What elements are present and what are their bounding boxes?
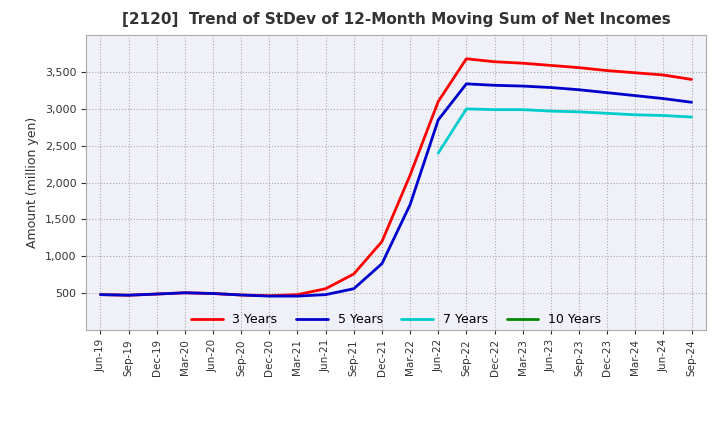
Line: 7 Years: 7 Years [438,109,691,153]
3 Years [518,61,527,66]
7 Years [687,114,696,120]
3 Years [293,292,302,297]
3 Years [153,291,161,297]
3 Years [377,239,386,244]
5 Years [434,117,443,123]
7 Years [490,107,499,112]
Y-axis label: Amount (million yen): Amount (million yen) [27,117,40,248]
Line: 3 Years: 3 Years [101,59,691,296]
5 Years [603,90,611,95]
3 Years [349,271,358,277]
5 Years [490,83,499,88]
Title: [2120]  Trend of StDev of 12-Month Moving Sum of Net Incomes: [2120] Trend of StDev of 12-Month Moving… [122,12,670,27]
3 Years [237,292,246,297]
3 Years [462,56,471,62]
5 Years [181,290,189,295]
7 Years [518,107,527,112]
3 Years [209,291,217,296]
5 Years [265,293,274,299]
Line: 5 Years: 5 Years [101,84,691,296]
3 Years [96,292,105,297]
5 Years [406,202,415,207]
5 Years [96,292,105,297]
5 Years [518,84,527,89]
5 Years [575,87,583,92]
7 Years [603,111,611,116]
3 Years [631,70,639,75]
5 Years [125,293,133,298]
5 Years [659,96,667,101]
7 Years [434,150,443,156]
Legend: 3 Years, 5 Years, 7 Years, 10 Years: 3 Years, 5 Years, 7 Years, 10 Years [186,308,606,331]
3 Years [546,63,555,68]
5 Years [631,93,639,98]
3 Years [181,290,189,295]
7 Years [546,109,555,114]
5 Years [237,292,246,297]
3 Years [321,286,330,291]
5 Years [377,261,386,266]
5 Years [321,292,330,297]
3 Years [659,72,667,77]
7 Years [575,109,583,114]
5 Years [209,291,217,296]
3 Years [265,293,274,298]
3 Years [490,59,499,64]
3 Years [575,65,583,70]
5 Years [293,293,302,299]
5 Years [462,81,471,87]
7 Years [631,112,639,117]
3 Years [434,99,443,104]
3 Years [125,293,133,298]
3 Years [687,77,696,82]
3 Years [406,172,415,178]
7 Years [659,113,667,118]
5 Years [687,99,696,105]
5 Years [349,286,358,291]
3 Years [603,68,611,73]
5 Years [546,85,555,90]
7 Years [462,106,471,111]
5 Years [153,291,161,297]
